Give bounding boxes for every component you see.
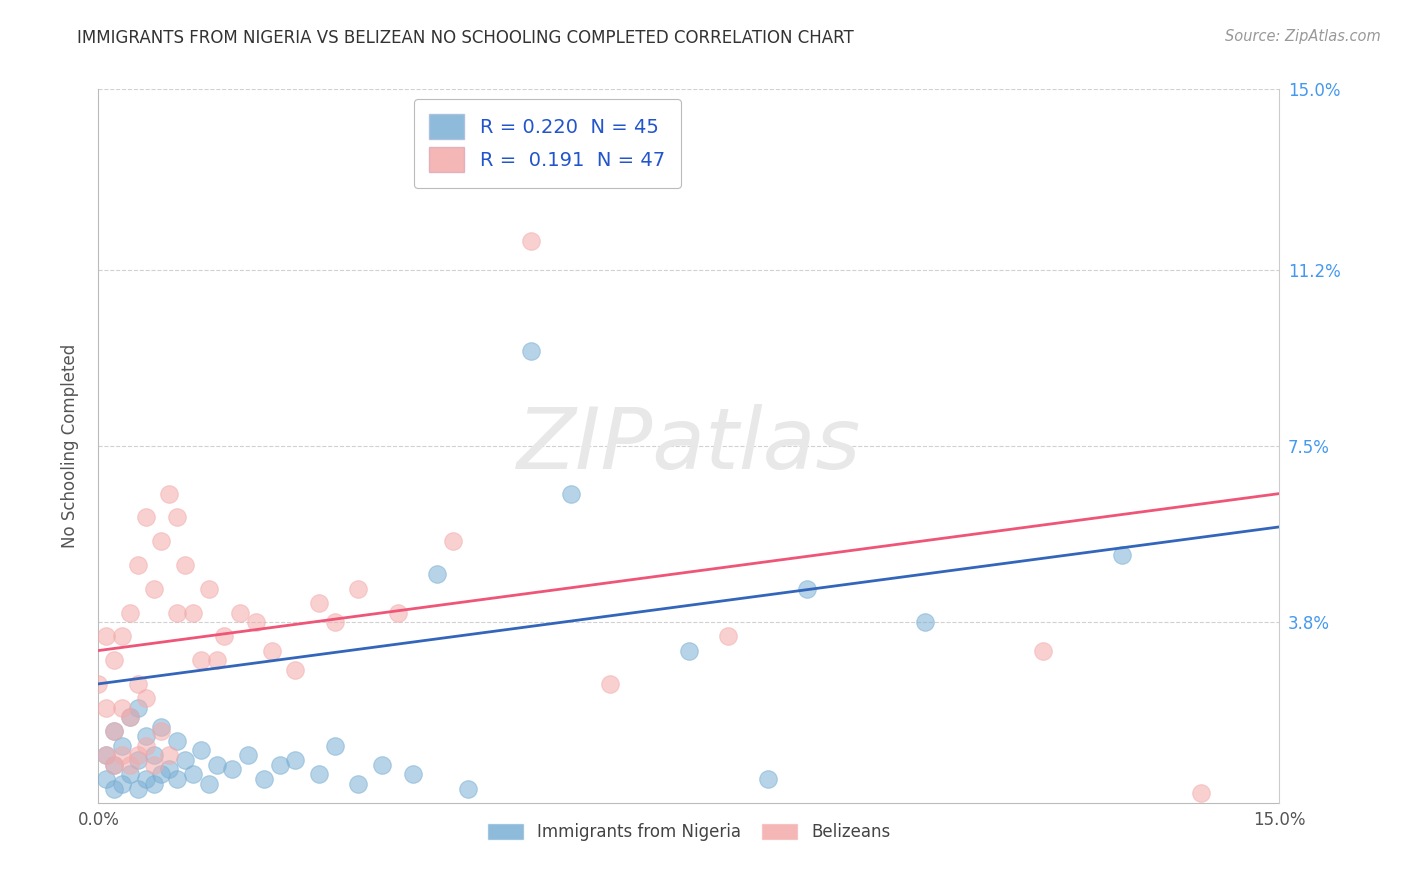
Point — [157, 748, 180, 763]
Point — [260, 643, 283, 657]
Point — [96, 772, 118, 786]
Point — [111, 739, 134, 753]
Y-axis label: No Schooling Completed: No Schooling Completed — [60, 344, 79, 548]
Point — [103, 781, 125, 796]
Point — [111, 700, 134, 714]
Point — [96, 748, 118, 763]
Point — [142, 582, 165, 596]
Point — [87, 677, 110, 691]
Point — [174, 558, 197, 572]
Point — [457, 781, 479, 796]
Point — [166, 772, 188, 786]
Text: IMMIGRANTS FROM NIGERIA VS BELIZEAN NO SCHOOLING COMPLETED CORRELATION CHART: IMMIGRANTS FROM NIGERIA VS BELIZEAN NO S… — [77, 29, 853, 46]
Point — [599, 677, 621, 691]
Point — [1189, 786, 1212, 800]
Point — [269, 757, 291, 772]
Point — [96, 748, 118, 763]
Point — [221, 763, 243, 777]
Point — [197, 582, 219, 596]
Point — [127, 748, 149, 763]
Point — [166, 606, 188, 620]
Point — [253, 772, 276, 786]
Point — [142, 748, 165, 763]
Point — [166, 510, 188, 524]
Point — [118, 710, 141, 724]
Point — [214, 629, 236, 643]
Point — [284, 663, 307, 677]
Point — [103, 724, 125, 739]
Point — [245, 615, 267, 629]
Point — [197, 777, 219, 791]
Point — [441, 534, 464, 549]
Point — [127, 677, 149, 691]
Point — [135, 729, 157, 743]
Point — [111, 629, 134, 643]
Point — [111, 748, 134, 763]
Point — [347, 582, 370, 596]
Point — [520, 235, 543, 249]
Point — [678, 643, 700, 657]
Point — [717, 629, 740, 643]
Point — [520, 343, 543, 358]
Point — [402, 767, 425, 781]
Point — [118, 757, 141, 772]
Point — [308, 767, 330, 781]
Point — [103, 757, 125, 772]
Point — [135, 772, 157, 786]
Point — [166, 734, 188, 748]
Point — [150, 534, 173, 549]
Point — [190, 653, 212, 667]
Point — [127, 753, 149, 767]
Point — [914, 615, 936, 629]
Point — [127, 700, 149, 714]
Point — [142, 777, 165, 791]
Point — [135, 739, 157, 753]
Point — [150, 724, 173, 739]
Point — [323, 615, 346, 629]
Text: Source: ZipAtlas.com: Source: ZipAtlas.com — [1225, 29, 1381, 44]
Text: ZIPatlas: ZIPatlas — [517, 404, 860, 488]
Point — [127, 558, 149, 572]
Point — [1032, 643, 1054, 657]
Point — [371, 757, 394, 772]
Point — [308, 596, 330, 610]
Point — [103, 653, 125, 667]
Point — [190, 743, 212, 757]
Point — [181, 606, 204, 620]
Point — [347, 777, 370, 791]
Point — [229, 606, 252, 620]
Point — [103, 724, 125, 739]
Point — [157, 486, 180, 500]
Point — [796, 582, 818, 596]
Legend: Immigrants from Nigeria, Belizeans: Immigrants from Nigeria, Belizeans — [481, 816, 897, 848]
Point — [142, 757, 165, 772]
Point — [181, 767, 204, 781]
Point — [96, 629, 118, 643]
Point — [560, 486, 582, 500]
Point — [135, 510, 157, 524]
Point — [205, 653, 228, 667]
Point — [174, 753, 197, 767]
Point — [103, 757, 125, 772]
Point — [111, 777, 134, 791]
Point — [150, 767, 173, 781]
Point — [157, 763, 180, 777]
Point — [118, 767, 141, 781]
Point — [426, 567, 449, 582]
Point — [150, 720, 173, 734]
Point — [135, 691, 157, 706]
Point — [756, 772, 779, 786]
Point — [236, 748, 259, 763]
Point — [1111, 549, 1133, 563]
Point — [387, 606, 409, 620]
Point — [96, 700, 118, 714]
Point — [323, 739, 346, 753]
Point — [205, 757, 228, 772]
Point — [284, 753, 307, 767]
Point — [127, 781, 149, 796]
Point — [118, 606, 141, 620]
Point — [118, 710, 141, 724]
